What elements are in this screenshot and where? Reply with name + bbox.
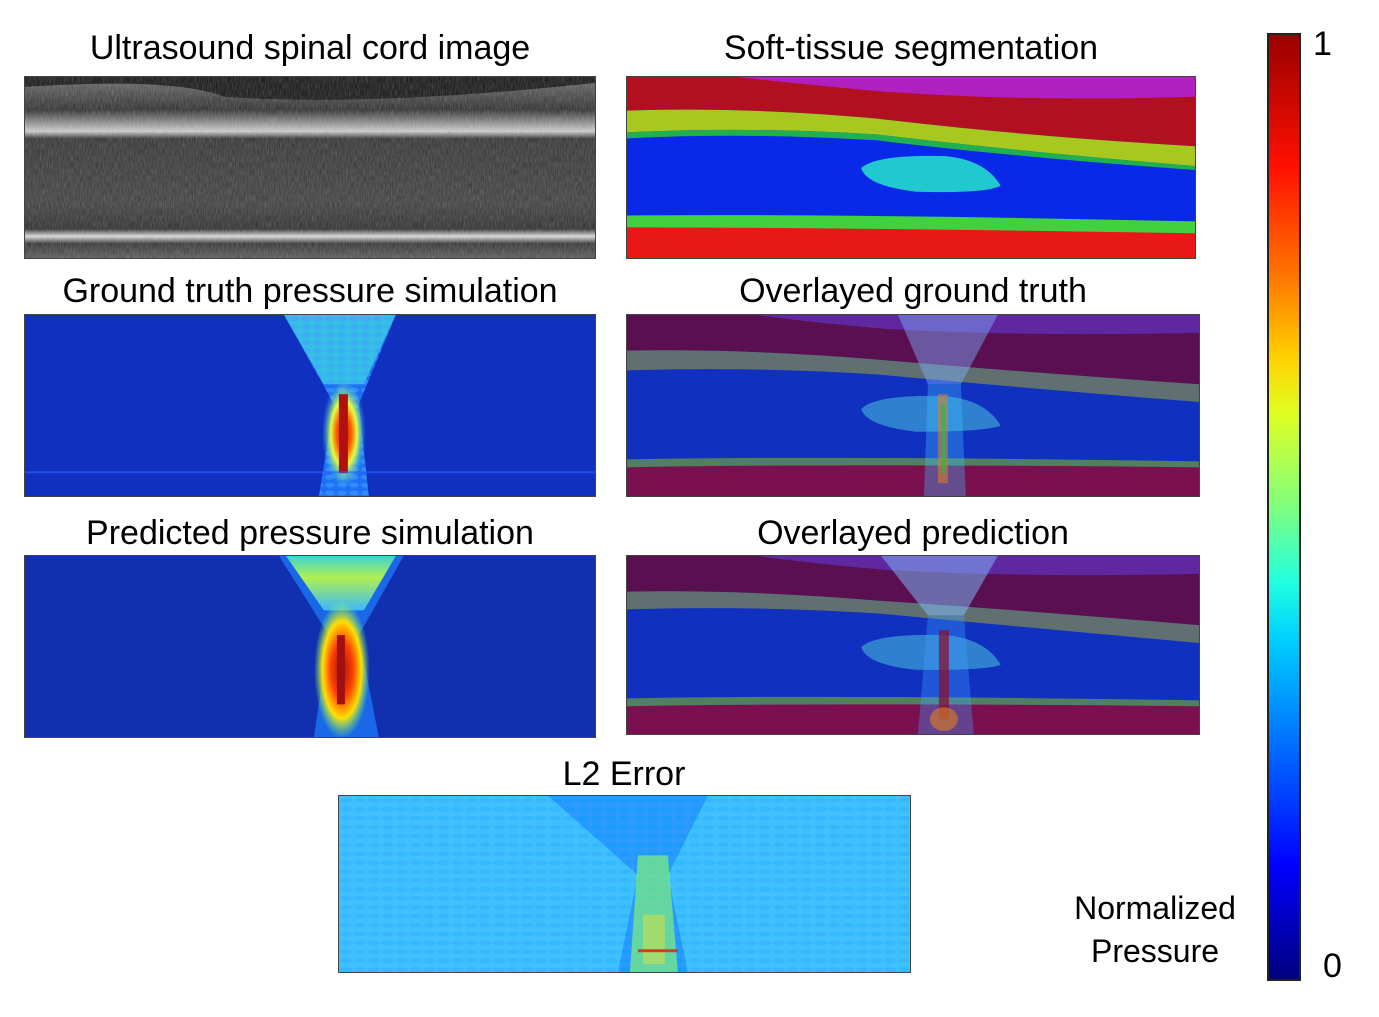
ultrasound-title: Ultrasound spinal cord image — [89, 29, 531, 67]
colorbar-title-line1: Normalized — [1074, 890, 1236, 926]
overlay-gt-title: Overlayed ground truth — [739, 272, 1087, 310]
error-field — [338, 795, 911, 973]
ground-truth-field — [24, 314, 596, 497]
ultrasound-image — [24, 76, 596, 259]
colorbar-title-line2: Pressure — [1090, 933, 1220, 969]
segmentation-title: Soft-tissue segmentation — [723, 29, 1099, 67]
ground-truth-title: Ground truth pressure simulation — [62, 272, 558, 310]
colorbar — [1267, 33, 1301, 981]
overlay-prediction — [626, 555, 1200, 735]
colorbar-max-label: 1 — [1313, 25, 1332, 63]
overlay-ground-truth — [626, 314, 1200, 497]
colorbar-min-label: 0 — [1323, 947, 1342, 985]
overlay-pred-title: Overlayed prediction — [757, 514, 1069, 552]
predicted-field — [24, 555, 596, 738]
predicted-title: Predicted pressure simulation — [86, 514, 534, 552]
error-title: L2 Error — [562, 755, 686, 793]
colorbar-title: Normalized Pressure — [1050, 887, 1260, 973]
segmentation-image — [626, 76, 1196, 259]
